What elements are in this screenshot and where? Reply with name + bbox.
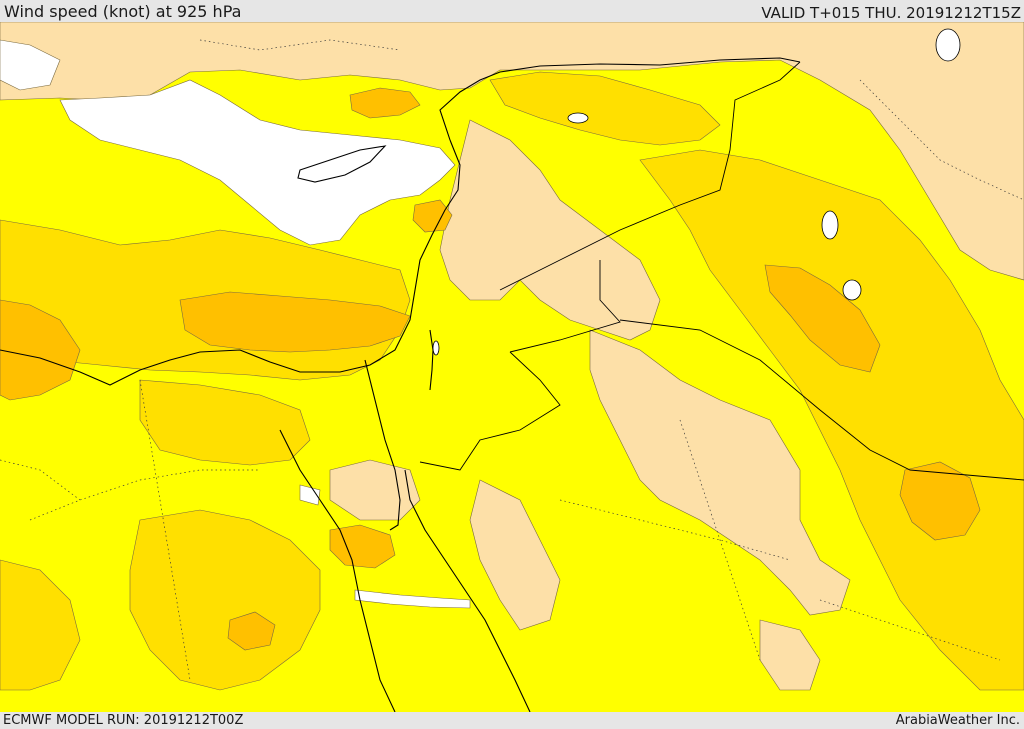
north-african-coast xyxy=(0,139,461,386)
valid-time: VALID T+015 THU. 20191212T15Z xyxy=(761,4,1021,22)
levant-light-area xyxy=(439,119,661,341)
borders xyxy=(419,61,1024,481)
admin-line-2 xyxy=(139,379,191,681)
dead-sea-jordan xyxy=(429,329,434,391)
arabia-light-area xyxy=(589,329,851,616)
model-run-label: ECMWF MODEL RUN: 20191212T00Z xyxy=(3,713,244,728)
med-orange-core xyxy=(179,291,411,353)
red-sea-west-coast xyxy=(279,429,396,712)
gulf-of-suez xyxy=(364,359,401,531)
lake-tiberias xyxy=(432,340,440,356)
north-light-band xyxy=(0,22,1024,281)
sinai-light-patch xyxy=(329,459,421,521)
admin-line-6 xyxy=(859,79,1024,201)
lebanon-orange-patch xyxy=(412,199,453,233)
strong-wind-areas xyxy=(0,87,981,651)
libya-orange-patch xyxy=(0,299,81,401)
lake-razzaza xyxy=(842,279,862,301)
sinai-orange-patch xyxy=(329,524,396,569)
admin-line-3 xyxy=(559,499,791,561)
admin-boundaries xyxy=(0,39,1024,681)
turkey-orange-patch xyxy=(349,87,421,119)
coastlines xyxy=(0,57,801,712)
lakes xyxy=(432,28,961,356)
admin-line-5 xyxy=(819,599,1001,661)
delta-gold-area xyxy=(139,379,311,466)
syria-border xyxy=(499,61,801,291)
cyprus-outline xyxy=(297,145,387,183)
lake-northeast xyxy=(935,28,961,62)
east-med-calm-area xyxy=(59,79,456,246)
calm-wind-areas xyxy=(0,39,471,609)
hejaz-light-patch xyxy=(469,479,561,631)
iraq-orange-core xyxy=(764,264,881,373)
map-header: Wind speed (knot) at 925 hPa VALID T+015… xyxy=(0,0,1024,22)
west-gold-area xyxy=(0,559,81,691)
admin-line-1 xyxy=(29,469,260,521)
red-sea-east-coast xyxy=(404,469,531,712)
lake-tharthar xyxy=(821,210,839,240)
map-footer: ECMWF MODEL RUN: 20191212T00Z ArabiaWeat… xyxy=(0,712,1024,729)
anatolian-coast xyxy=(439,57,801,141)
map-title: Wind speed (knot) at 925 hPa xyxy=(4,2,242,21)
admin-line-7 xyxy=(199,39,401,51)
lake-assad xyxy=(567,112,589,124)
aegean-calm-area xyxy=(0,39,61,91)
credit-label: ArabiaWeather Inc. xyxy=(895,713,1020,728)
iraq-border xyxy=(619,319,1024,481)
sudan-orange-patch xyxy=(227,611,276,651)
north-levant-gold-area xyxy=(489,71,721,146)
gulf-suez-calm-area xyxy=(299,484,321,506)
saudi-border xyxy=(419,351,561,471)
egypt-gold-area xyxy=(129,509,321,691)
gulf-orange-core xyxy=(899,461,981,541)
admin-line-4 xyxy=(679,419,761,661)
jordan-border xyxy=(509,260,621,353)
red-sea-calm-area xyxy=(354,589,471,609)
admin-line-8 xyxy=(0,459,81,501)
wind-speed-map xyxy=(0,22,1024,712)
